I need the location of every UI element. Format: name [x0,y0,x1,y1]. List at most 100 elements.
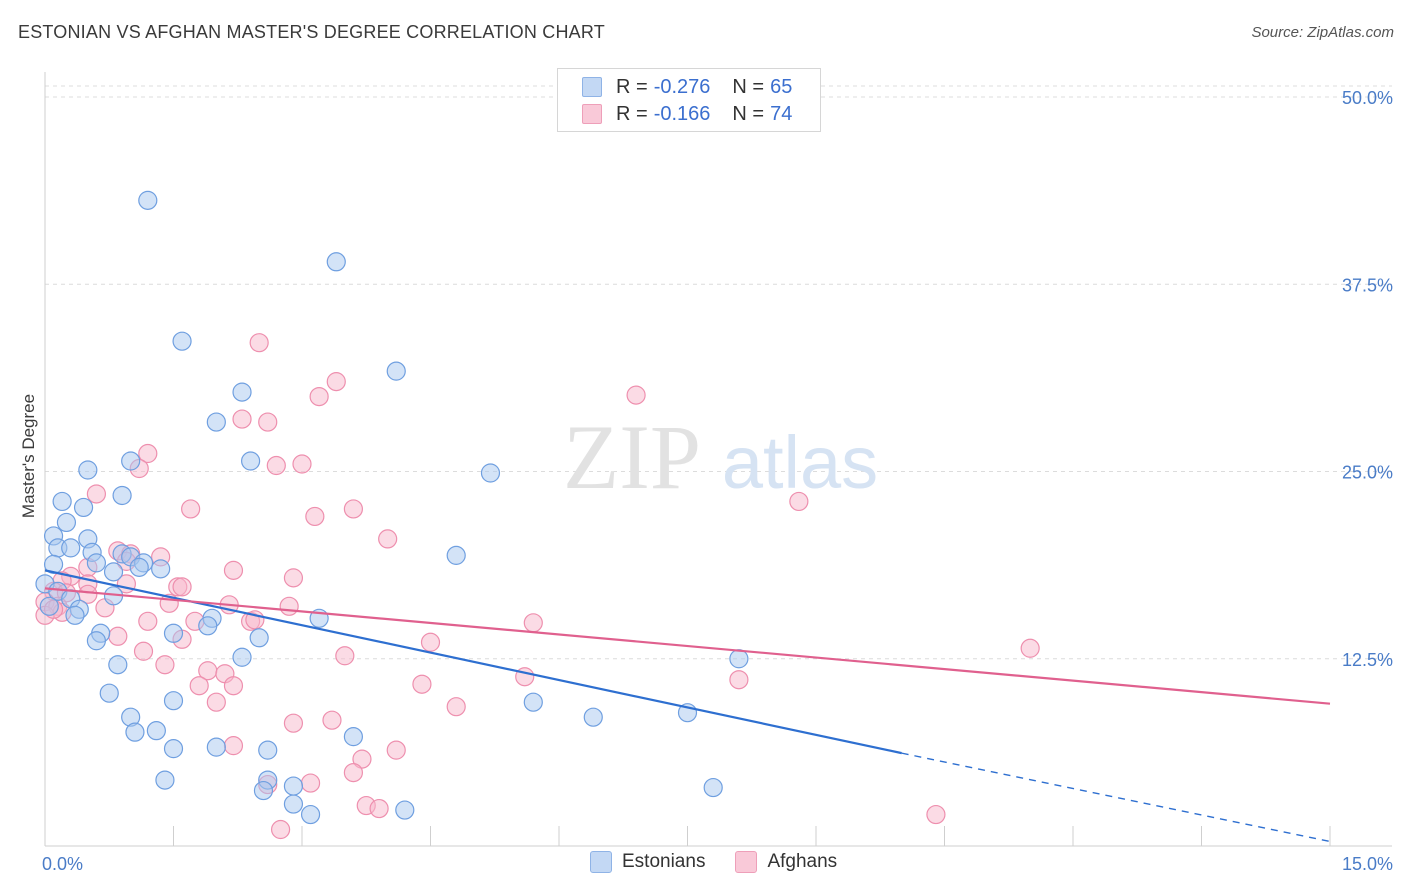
estonian-point [386,361,406,381]
estonian-point [258,740,278,760]
x-tick-label: 0.0% [42,854,83,874]
series-legend-afghans: Afghans [735,851,837,873]
afghans-trend-line [44,587,1331,705]
afghan-point [249,333,269,353]
legend-n-label: N = [732,75,765,98]
grid-lines [45,85,1392,660]
estonian-point [163,691,184,711]
watermark-atlas: atlas [722,421,878,504]
afghan-point [626,385,646,405]
series-swatch-afghans [735,851,758,873]
estonian-point [56,512,77,533]
estonian-point [86,553,107,573]
afghan-point [108,626,128,646]
estonian-point [480,463,501,483]
estonian-point [729,649,749,669]
tick-labels: 12.5% 25.0% 37.5% 50.0% 0.0% 15.0% [42,88,1393,874]
estonian-point [206,737,226,757]
estonian-point [39,596,59,616]
estonian-point [138,190,158,210]
estonian-point [249,628,269,648]
estonian-point [61,538,81,558]
estonian-point [108,655,128,675]
afghan-point [283,713,304,733]
afghan-point [223,676,244,696]
legend-row-estonians: R = -0.276 N = 65 [582,74,792,100]
afghan-point [322,710,342,730]
estonian-point [78,460,98,480]
legend-r-label: R = [616,102,648,125]
estonian-point [146,721,166,741]
estonian-point [232,647,252,667]
afghan-point [523,613,543,633]
estonian-point [395,800,415,820]
afghan-point [343,762,363,783]
estonian-point [155,770,175,790]
estonian-point [125,722,145,742]
estonian-point [103,562,124,582]
afghan-point [412,674,432,694]
afghan-point [300,773,321,793]
estonian-point [232,382,252,402]
estonian-point [703,777,723,798]
trend-lines [44,569,1331,843]
afghan-point [386,740,406,760]
legend-n-value: 65 [770,75,793,98]
legend-r-value: -0.276 [653,75,711,98]
afghan-point [1020,638,1040,658]
watermark: ZIP atlas [563,406,878,508]
afghan-point [420,632,441,652]
afghan-point [789,491,809,512]
estonian-point [583,707,603,727]
afghan-point [292,454,312,474]
estonian-point [343,727,363,747]
estonian-point [326,252,346,272]
chart-title: ESTONIAN VS AFGHAN MASTER'S DEGREE CORRE… [18,22,605,42]
y-tick-label: 12.5% [1342,650,1393,670]
afghan-point [138,611,158,631]
estonian-point [523,692,543,712]
afghan-point [729,670,749,690]
afghan-point [309,387,329,407]
afghan-point [133,641,154,661]
estonian-point [112,485,132,506]
afghan-point [305,506,325,527]
afghan-point [266,455,286,476]
afghan-point [223,736,244,756]
series-swatch-estonians [590,851,612,873]
y-tick-label: 37.5% [1342,275,1393,295]
estonian-point [52,491,72,512]
legend-swatch-estonians [582,77,602,97]
estonian-point [283,776,304,796]
estonians-points [35,190,749,825]
estonian-point [253,780,274,801]
afghan-point [343,499,363,519]
afghan-point [352,749,372,769]
afghan-point [446,697,466,717]
estonian-point [43,554,64,574]
afghan-point [926,804,946,825]
legend-n-label: N = [732,102,765,125]
afghan-point [326,372,346,392]
estonian-point [163,739,184,759]
afghan-point [181,499,201,519]
afghan-point [155,655,175,675]
estonian-point [198,616,218,636]
estonian-point [172,331,192,351]
estonian-point [73,497,94,518]
afghan-point [279,596,299,616]
afghan-point [206,692,226,712]
legend-r-label: R = [616,75,648,98]
afghan-point [369,798,389,819]
stats-legend: R = -0.276 N = 65 R = -0.166 N = 74 [557,68,821,132]
watermark-zip: ZIP [563,406,701,508]
series-label-afghans: Afghans [767,851,838,872]
estonians-trend-line-extension [901,752,1331,843]
legend-row-afghans: R = -0.166 N = 74 [582,101,792,127]
estonian-point [206,412,226,432]
estonian-point [129,557,149,577]
afghan-point [223,560,244,580]
estonian-point [151,559,171,579]
estonian-point [86,631,107,651]
